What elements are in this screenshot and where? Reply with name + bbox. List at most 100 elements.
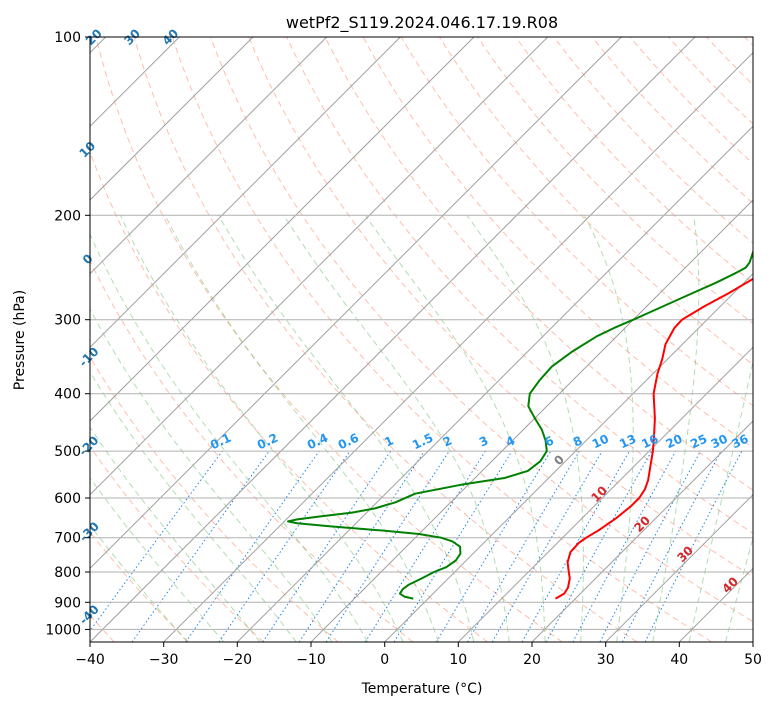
moist-adiabat [90, 308, 333, 642]
y-tick-label: 600 [54, 491, 81, 507]
mixing-ratio-label: 6 [542, 433, 555, 449]
chart-title: wetPf2_S119.2024.046.17.19.R08 [286, 13, 558, 33]
mixing-ratio-label: 3 [477, 433, 490, 449]
mixing-ratio-line [364, 450, 486, 642]
dry-adiabat [90, 445, 264, 642]
dry-adiabat-label: 0 [80, 251, 96, 267]
mixing-ratio-label: 30 [709, 432, 730, 452]
moist-adiabat [90, 426, 261, 642]
dry-adiabat [400, 37, 753, 407]
mixing-ratio-line [218, 450, 351, 642]
dry-adiabat [90, 259, 414, 642]
temperature-profile [555, 277, 753, 600]
moist-adiabat [90, 232, 369, 642]
background-lines [90, 37, 753, 642]
y-axis: 100 200 300 400 500 600 700 800 900 1000 [45, 30, 90, 638]
mixing-ratio-line [298, 450, 425, 642]
mixing-ratio-line [491, 450, 603, 642]
x-axis: −40 −30 −20 −10 0 10 20 30 40 50 [75, 642, 762, 668]
isotherm [90, 37, 696, 642]
moist-adiabat-label: 30 [674, 543, 696, 565]
moist-adiabat [652, 215, 700, 642]
y-tick-label: 300 [54, 313, 81, 329]
dry-adiabat [324, 37, 753, 491]
mixing-ratio-line [572, 450, 677, 642]
dry-adiabat [171, 37, 712, 642]
dry-adiabat [95, 37, 563, 642]
dry-adiabat [248, 37, 753, 578]
x-tick-label: 40 [670, 652, 688, 668]
y-tick-label: 400 [54, 387, 81, 403]
isotherm [90, 37, 622, 570]
moist-adiabat-label: 40 [719, 574, 741, 596]
dry-adiabat-label: 10 [77, 139, 99, 161]
dry-adiabat [553, 37, 753, 244]
mixing-ratio-line [435, 450, 552, 642]
y-tick-label: 700 [54, 531, 81, 547]
dewpoint-profile [287, 250, 753, 600]
profiles [287, 250, 753, 600]
y-tick-label: 800 [54, 565, 81, 581]
isotherm [163, 51, 753, 642]
mixing-ratio-label: 8 [571, 433, 584, 449]
isotherm [90, 37, 475, 422]
isotherm [310, 199, 753, 642]
moist-adiabat [164, 215, 439, 642]
dry-adiabat-label: -10 [76, 344, 101, 369]
isotherm [457, 346, 753, 642]
mixing-ratio-label: 2 [441, 433, 454, 449]
x-tick-label: 50 [744, 652, 762, 668]
moist-adiabat [364, 215, 546, 642]
dry-adiabat [90, 356, 339, 642]
mixing-ratio-label: 0.4 [305, 431, 330, 453]
mixing-ratio-line [467, 450, 580, 642]
mixing-ratio-label: 1.5 [410, 431, 435, 453]
mixing-ratio-label: 36 [730, 432, 751, 452]
mixing-ratio-line [325, 450, 450, 642]
moist-adiabat [90, 370, 297, 642]
x-tick-label: 10 [449, 652, 467, 668]
isotherm [90, 37, 328, 275]
dry-adiabat [133, 37, 638, 642]
isotherm [90, 37, 549, 496]
mixing-ratio-label: 16 [639, 432, 660, 452]
y-tick-label: 1000 [45, 622, 81, 638]
mixing-ratio-label: 13 [617, 432, 638, 452]
dry-adiabat [706, 37, 753, 86]
moist-adiabat [583, 215, 634, 642]
x-tick-label: −40 [75, 652, 105, 668]
isotherm [531, 420, 753, 642]
x-axis-label: Temperature (°C) [361, 681, 483, 697]
isotherm [605, 493, 753, 642]
dry-adiabat [90, 150, 488, 642]
isotherm [384, 272, 753, 642]
moist-adiabat [466, 215, 584, 642]
mixing-ratio-label: 25 [688, 432, 709, 452]
dry-adiabat [515, 37, 753, 284]
grid [90, 37, 753, 642]
y-tick-label: 500 [54, 444, 81, 460]
x-tick-label: −20 [223, 652, 253, 668]
x-tick-label: 0 [380, 652, 389, 668]
x-tick-label: 30 [597, 652, 615, 668]
dry-adiabat [477, 37, 753, 325]
dry-adiabat [591, 37, 753, 204]
mixing-ratio-label: 20 [664, 432, 685, 452]
mixing-ratio-line [185, 450, 320, 642]
moist-adiabat [90, 476, 225, 642]
x-tick-label: 20 [523, 652, 541, 668]
moist-adiabat [283, 215, 510, 642]
moist-adiabat-label: 20 [631, 513, 653, 535]
mixing-ratio-line [131, 450, 270, 642]
plot-frame [89, 36, 754, 643]
moist-adiabat [120, 215, 404, 642]
mixing-ratio-label: 10 [590, 432, 611, 452]
isotherm [90, 37, 254, 201]
y-tick-label: 900 [54, 595, 81, 611]
x-tick-label: −30 [149, 652, 179, 668]
mixing-ratio-line [545, 450, 653, 642]
dry-adiabat [210, 37, 753, 623]
x-tick-label: −10 [296, 652, 326, 668]
isotherm [90, 37, 401, 349]
